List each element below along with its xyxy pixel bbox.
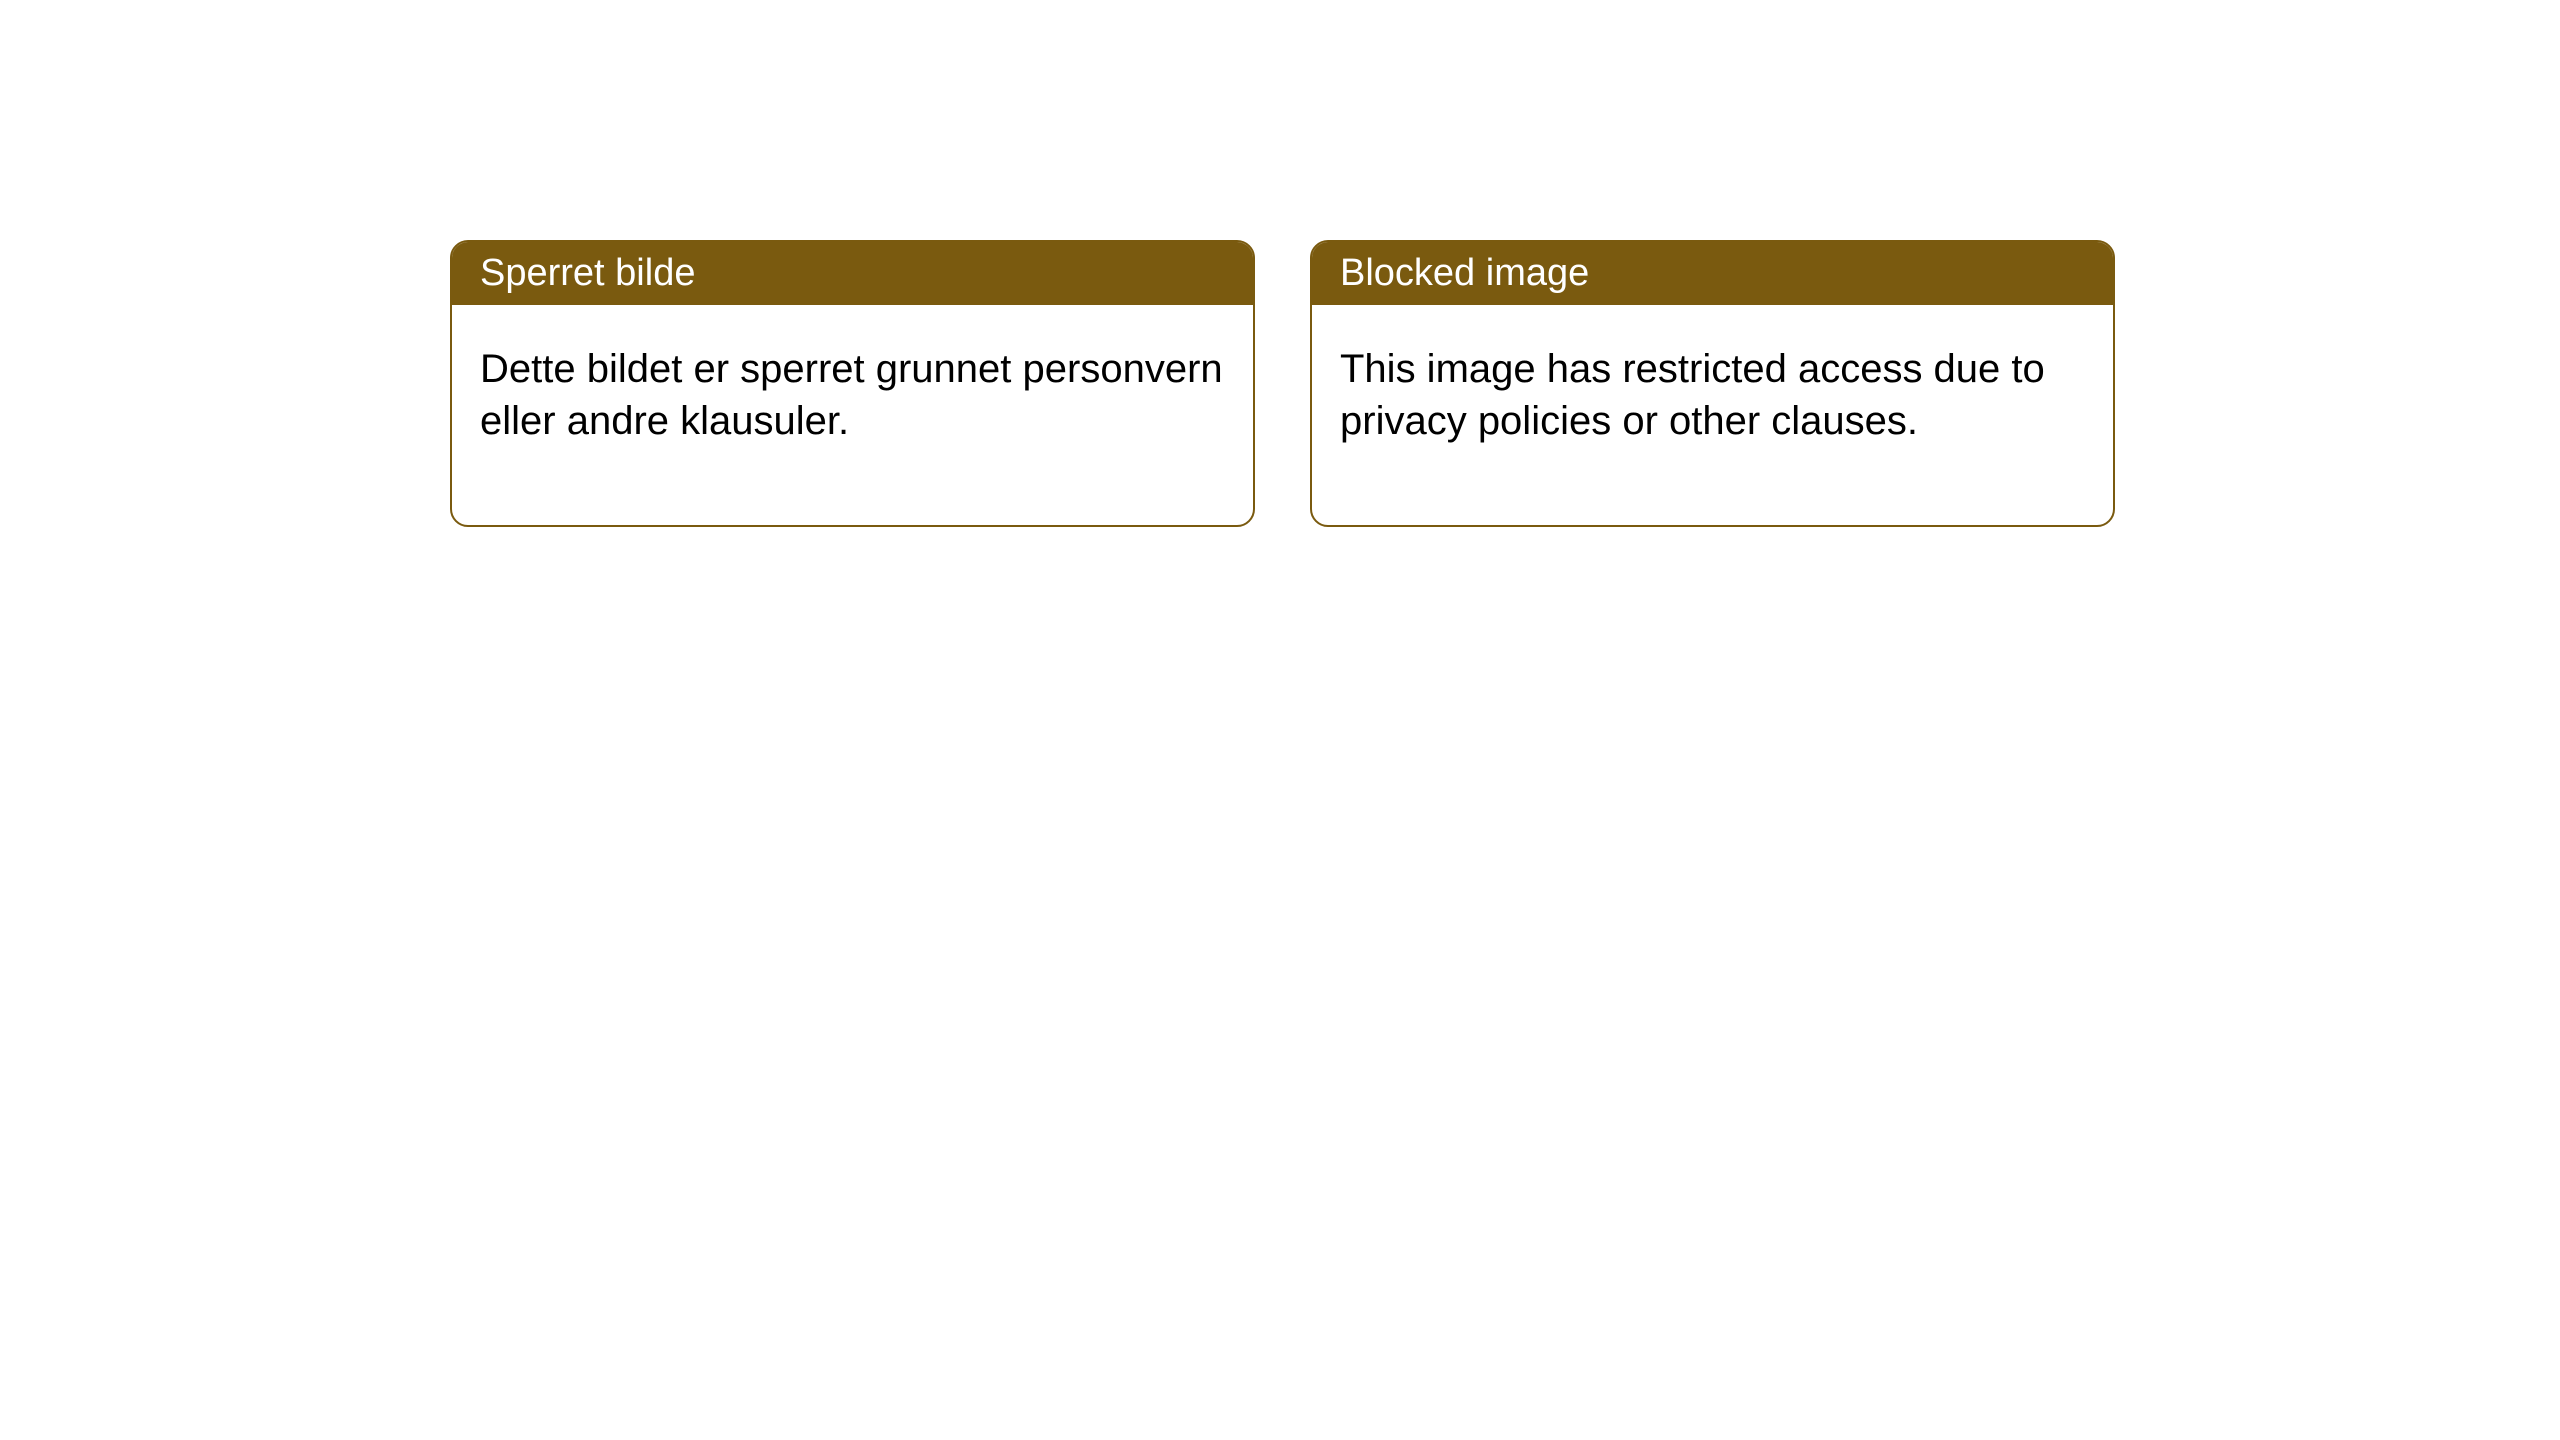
notice-body: Dette bildet er sperret grunnet personve… — [452, 305, 1253, 525]
notice-container: Sperret bilde Dette bildet er sperret gr… — [0, 0, 2560, 527]
notice-title: Blocked image — [1312, 242, 2113, 305]
notice-body: This image has restricted access due to … — [1312, 305, 2113, 525]
notice-title: Sperret bilde — [452, 242, 1253, 305]
notice-card-norwegian: Sperret bilde Dette bildet er sperret gr… — [450, 240, 1255, 527]
notice-card-english: Blocked image This image has restricted … — [1310, 240, 2115, 527]
